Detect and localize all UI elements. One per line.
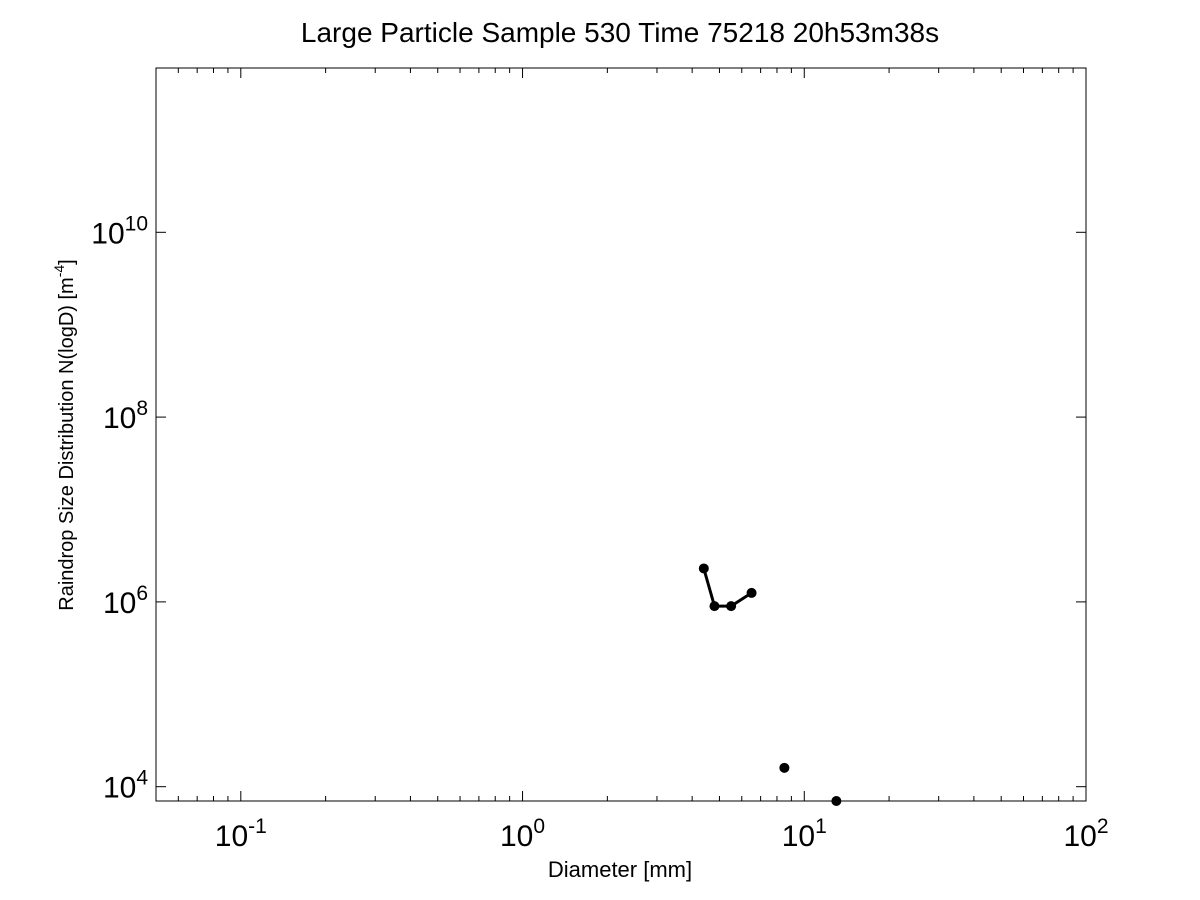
series-line (702, 568, 753, 608)
y-tick-label: 104 (103, 767, 148, 805)
x-tick-label-base: 10 (782, 820, 815, 853)
y-tick-label: 1010 (91, 212, 148, 250)
y-axis-label-main: Raindrop Size Distribution N(logD) [m (56, 277, 78, 610)
y-tick-label-exponent: 4 (136, 767, 148, 790)
x-tick-label: 10-1 (215, 815, 267, 853)
y-tick-label: 106 (103, 582, 148, 620)
data-point (698, 563, 709, 574)
y-axis-label: Raindrop Size Distribution N(logD) [m-4] (51, 259, 78, 610)
axis-ticks (155, 68, 1087, 801)
data-point (709, 601, 720, 612)
y-tick-label-exponent: 6 (136, 582, 148, 605)
x-tick-label-base: 10 (1063, 820, 1096, 853)
plot-area (155, 67, 1087, 802)
data-point (779, 762, 790, 773)
y-tick-label-base: 10 (103, 402, 136, 435)
chart-title: Large Particle Sample 530 Time 75218 20h… (301, 17, 939, 48)
y-tick-label-exponent: 10 (125, 212, 148, 235)
y-axis-label-exponent: -4 (51, 265, 67, 278)
x-tick-labels: 10-1 100 101 102 (215, 815, 1109, 853)
x-tick-label-base: 10 (215, 820, 248, 853)
x-tick-label: 100 (500, 815, 545, 853)
x-tick-label: 102 (1063, 815, 1108, 853)
x-tick-label: 101 (782, 815, 827, 853)
y-axis-label-close: ] (56, 259, 78, 265)
x-tick-label-base: 10 (500, 820, 533, 853)
x-axis-label: Diameter [mm] (548, 857, 692, 882)
x-tick-label-exponent: 1 (815, 815, 827, 838)
data-series (698, 563, 842, 806)
data-point (746, 587, 757, 598)
x-tick-label-exponent: 2 (1097, 815, 1109, 838)
y-tick-label-base: 10 (103, 772, 136, 805)
y-tick-label-exponent: 8 (136, 397, 148, 420)
x-tick-label-exponent: 0 (533, 815, 545, 838)
x-tick-label-exponent: -1 (248, 815, 267, 838)
y-tick-label-base: 10 (103, 587, 136, 620)
data-point (831, 796, 842, 806)
y-tick-label-base: 10 (91, 217, 124, 250)
y-tick-label: 108 (103, 397, 148, 435)
data-point (726, 601, 737, 612)
